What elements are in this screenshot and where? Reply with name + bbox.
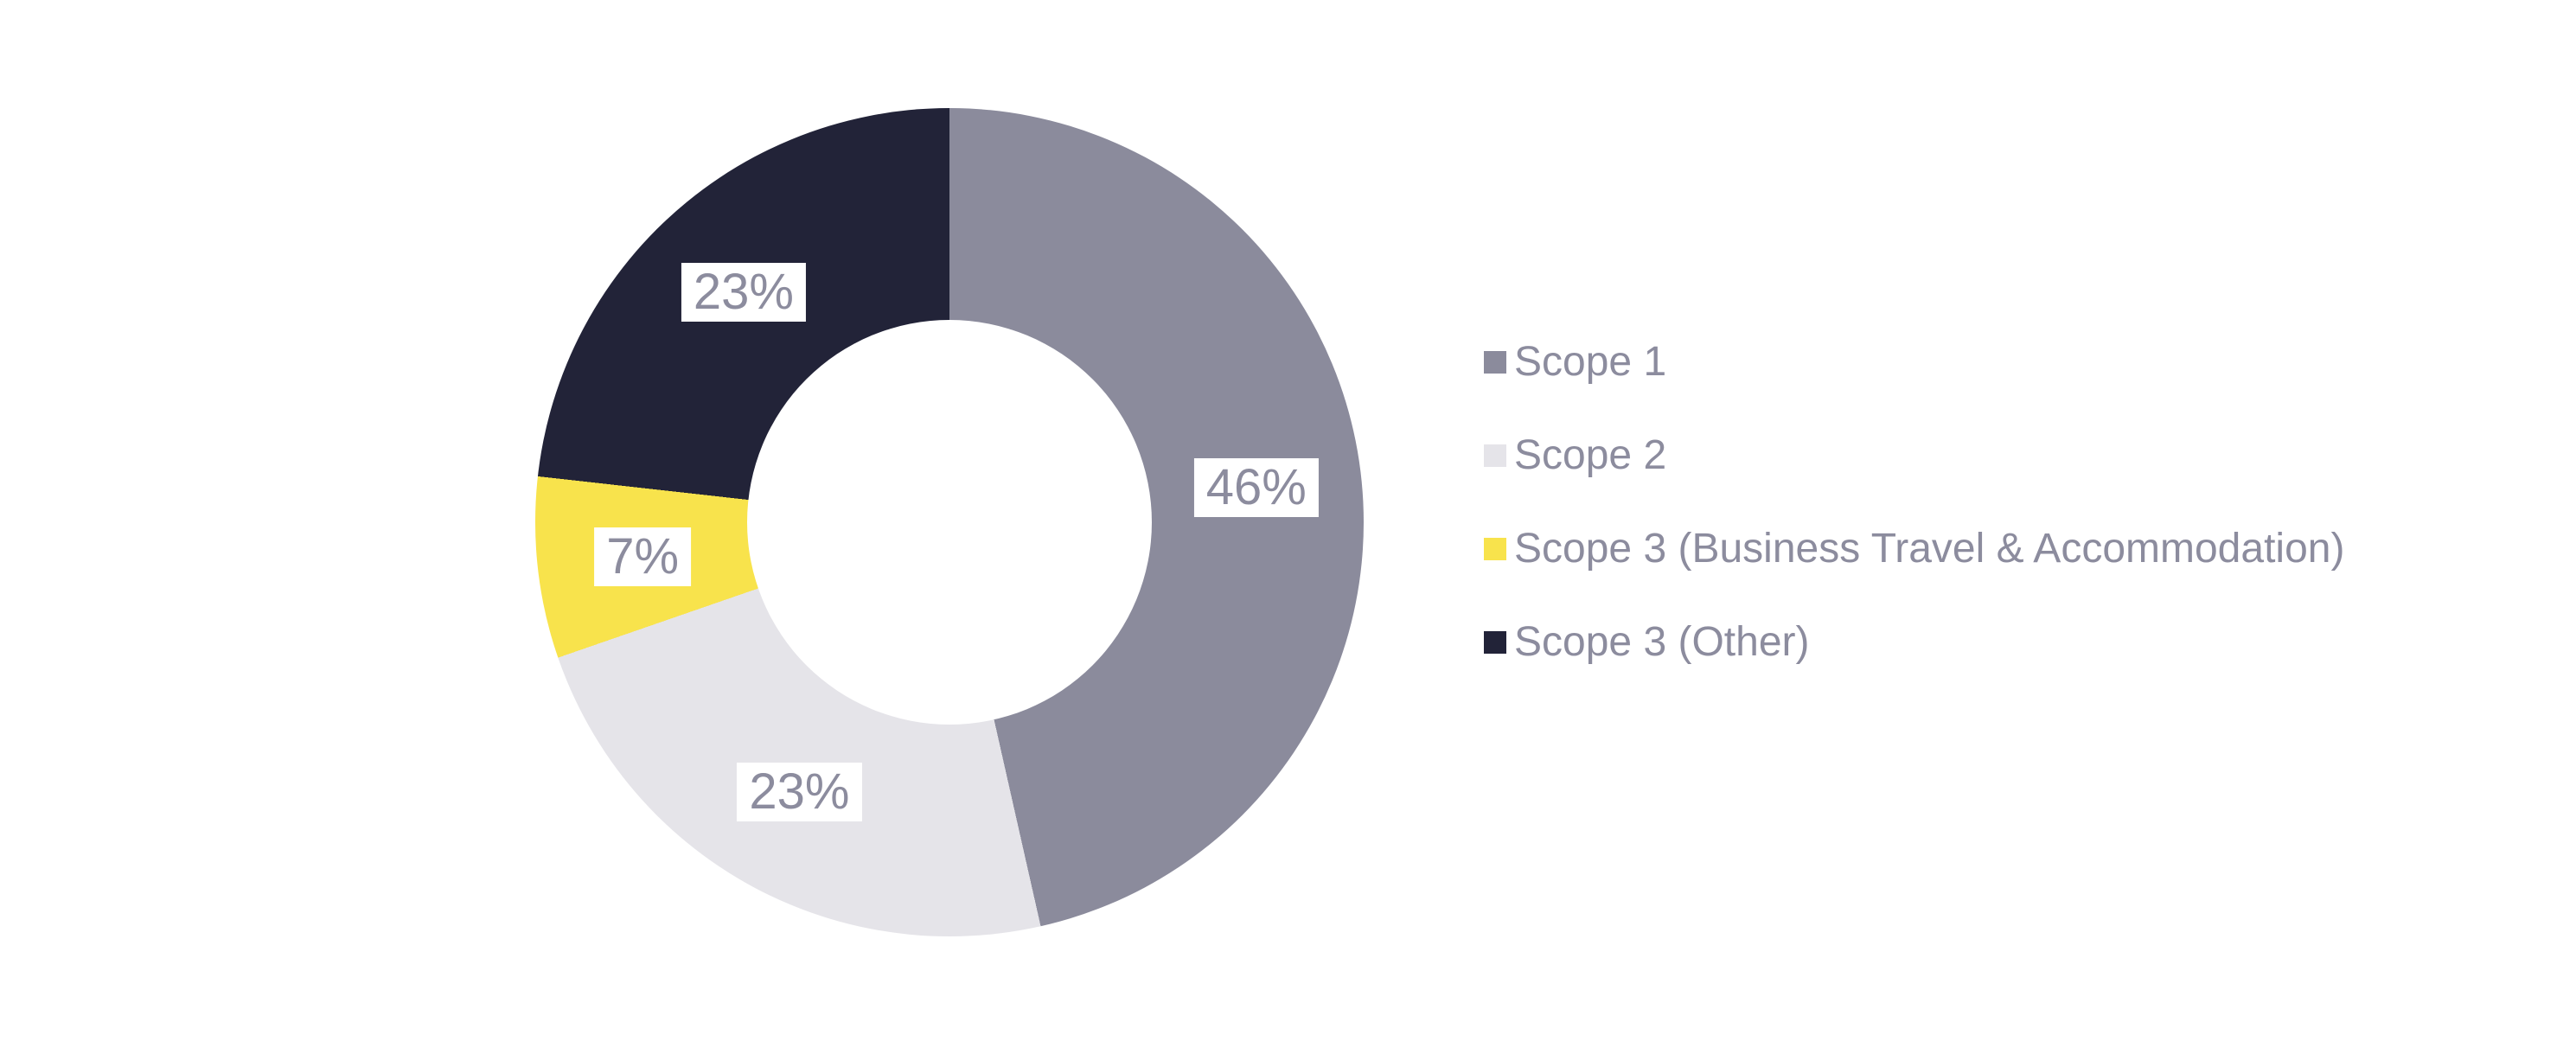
legend-label-scope-1: Scope 1 bbox=[1514, 339, 1667, 385]
legend-label-scope-2: Scope 2 bbox=[1514, 432, 1667, 478]
legend-label-scope-3-other: Scope 3 (Other) bbox=[1514, 619, 1810, 665]
legend-swatch-scope-2-icon bbox=[1484, 444, 1506, 467]
legend-item-scope-2: Scope 2 bbox=[1484, 432, 2344, 478]
legend-swatch-scope-3-other-icon bbox=[1484, 630, 1506, 654]
legend-item-scope-3-other: Scope 3 (Other) bbox=[1484, 619, 2344, 665]
legend-item-scope-3-business-travel: Scope 3 (Business Travel & Accommodation… bbox=[1484, 526, 2344, 572]
slice-label-scope-3-other: 23% bbox=[681, 262, 806, 322]
donut-hole bbox=[747, 320, 1152, 725]
legend-item-scope-1: Scope 1 bbox=[1484, 339, 2344, 385]
slice-label-scope-3-business-travel: 7% bbox=[594, 527, 692, 586]
slice-label-scope-2: 23% bbox=[737, 762, 862, 821]
legend-swatch-scope-1-icon bbox=[1484, 350, 1506, 374]
legend-label-scope-3-business-travel: Scope 3 (Business Travel & Accommodation… bbox=[1514, 526, 2345, 572]
legend: Scope 1 Scope 2 Scope 3 (Business Travel… bbox=[1484, 339, 2344, 712]
legend-swatch-scope-3-business-travel-icon bbox=[1484, 537, 1506, 560]
slice-label-scope-1: 46% bbox=[1193, 458, 1319, 518]
